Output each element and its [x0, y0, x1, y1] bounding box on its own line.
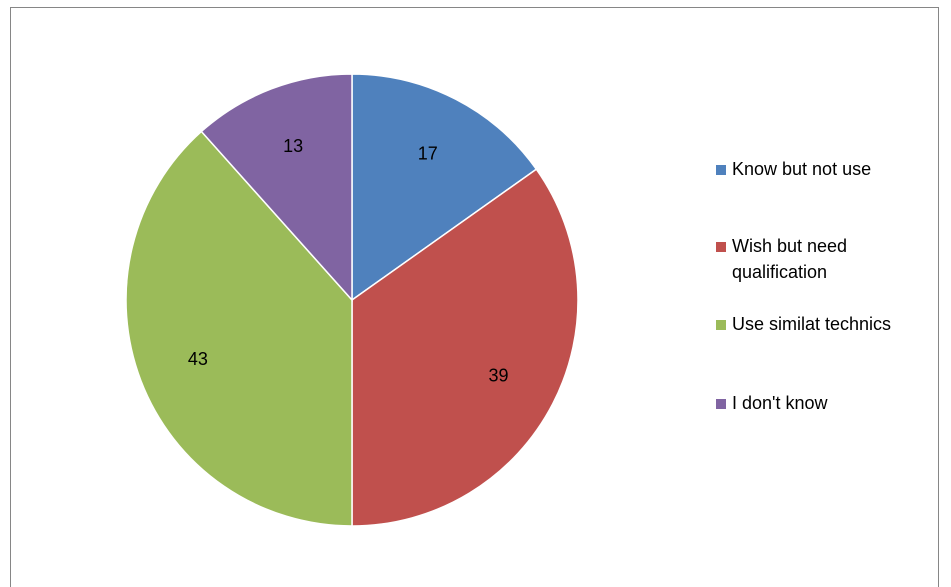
slice-wish-but-need-qualification [351, 168, 579, 527]
legend-label: Know but not use [732, 159, 872, 179]
legend-swatch [716, 165, 726, 175]
data-label: 13 [283, 136, 303, 156]
legend-item-i-dont-know: I don't know [716, 390, 951, 416]
legend-item-wish-but-need-qualification: Wish but need qualification [716, 233, 951, 285]
legend-swatch [716, 320, 726, 330]
legend-label: Use similat technics [732, 314, 892, 334]
legend-swatch [716, 399, 726, 409]
slice-use-similat-technics [125, 130, 353, 527]
data-label: 39 [489, 366, 509, 386]
pie-slices [125, 73, 579, 527]
legend-item-use-similat-technics: Use similat technics [716, 311, 951, 337]
legend-swatch [716, 242, 726, 252]
data-label: 17 [418, 143, 438, 163]
slice-i-dont-know [200, 73, 353, 302]
data-labels: 17 39 43 13 [188, 136, 509, 386]
pie-chart: 17 39 43 13 [125, 73, 579, 527]
slice-know-but-not-use [351, 73, 538, 302]
legend-item-know-but-not-use: Know but not use [716, 156, 951, 182]
data-label: 43 [188, 349, 208, 369]
chart-area: 17 39 43 13 Know but not use Wish but need … [10, 7, 939, 587]
legend-label: Wish but need qualification [732, 236, 848, 282]
legend-label: I don't know [732, 393, 828, 413]
